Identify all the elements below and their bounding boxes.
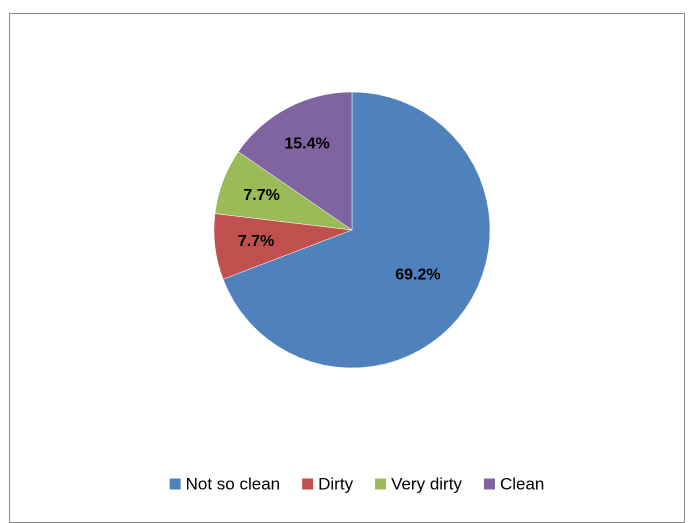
legend-swatch-dirty (302, 478, 314, 490)
data-label-very-dirty: 7.7% (243, 187, 279, 204)
pie-chart: 69.2% 7.7% 7.7% 15.4% Not so clean Dirty Very… (169, 91, 544, 493)
pie-data-labels: 69.2% 7.7% 7.7% 15.4% (238, 136, 441, 284)
pie-slices (213, 91, 491, 369)
pie-slice-clean (238, 91, 353, 231)
legend-swatch-very-dirty (375, 478, 387, 490)
pie-slice-not-so-clean (222, 91, 491, 369)
chart-legend: Not so clean Dirty Very dirty Clean (169, 474, 544, 493)
legend-label-very-dirty: Very dirty (391, 474, 462, 493)
data-label-not-so-clean: 69.2% (395, 267, 440, 284)
legend-label-dirty: Dirty (318, 474, 353, 493)
data-label-clean: 15.4% (284, 136, 329, 153)
legend-swatch-clean (483, 478, 495, 490)
legend-label-clean: Clean (500, 474, 544, 493)
legend-label-not-so-clean: Not so clean (186, 474, 281, 493)
legend-swatch-not-so-clean (169, 478, 181, 490)
data-label-dirty: 7.7% (238, 233, 274, 250)
